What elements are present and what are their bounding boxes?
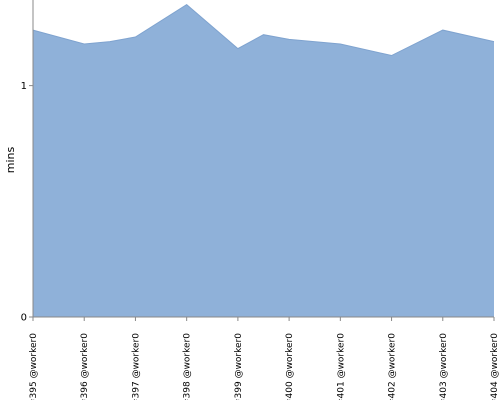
y-axis-label: mins xyxy=(4,146,17,173)
label-layer: 0 1 #395 @worker0 #396 @worker0 #397 @worker… xyxy=(21,81,500,400)
x-tick-label-6: #401 @worker0 xyxy=(336,333,346,400)
x-tick-label-5: #400 @worker0 xyxy=(285,333,295,400)
x-tick-label-8: #403 @worker0 xyxy=(439,333,449,400)
x-tick-label-3: #398 @worker0 xyxy=(183,333,193,400)
y-tick-label-1: 1 xyxy=(21,81,27,92)
x-tick-label-1: #396 @worker0 xyxy=(80,333,90,400)
x-tick-label-2: #397 @worker0 xyxy=(131,333,141,400)
area-series xyxy=(33,4,494,317)
area-series-line xyxy=(32,4,495,57)
area-layer xyxy=(32,4,495,317)
x-tick-label-0: #395 @worker0 xyxy=(29,333,39,400)
x-tick-label-7: #402 @worker0 xyxy=(388,333,398,400)
x-tick-label-4: #399 @worker0 xyxy=(234,333,244,400)
axis-layer xyxy=(29,0,495,321)
x-tick-label-9: #404 @worker0 xyxy=(490,333,500,400)
y-tick-label-0: 0 xyxy=(21,313,27,324)
